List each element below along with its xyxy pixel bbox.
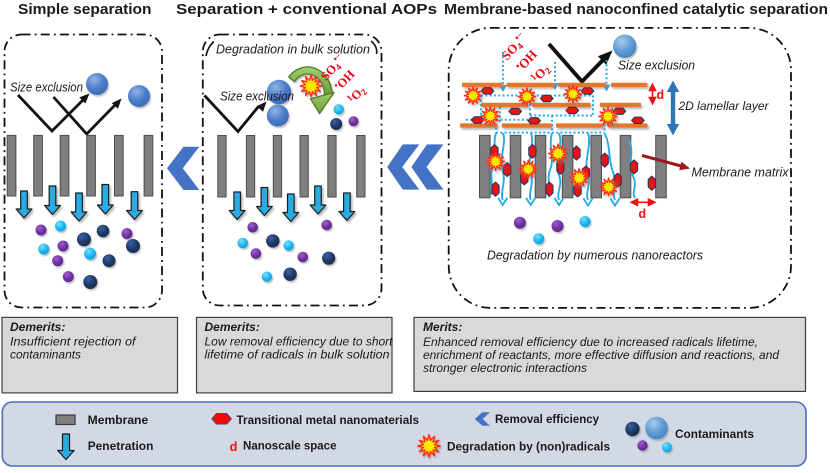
svg-text:Removal efficiency: Removal efficiency [495,412,599,426]
svg-text:Size exclusion: Size exclusion [220,90,294,104]
svg-text:Simple separation: Simple separation [18,2,152,18]
svg-text:Transitional metal nanomateria: Transitional metal nanomaterials [237,413,420,427]
svg-text:Demerits:: Demerits: [10,320,65,334]
svg-text:stronger electronic interactio: stronger electronic interactions [423,361,587,375]
svg-text:Penetration: Penetration [88,439,154,453]
svg-text:d: d [230,439,238,454]
svg-text:Demerits:: Demerits: [205,320,260,334]
svg-text:Nanoscale space: Nanoscale space [243,438,337,452]
svg-text:Degradation in bulk solution: Degradation in bulk solution [216,43,370,57]
svg-text:Low removal efficiency due to: Low removal efficiency due to short [205,334,394,348]
svg-text:Insufficient rejection of: Insufficient rejection of [10,334,137,348]
svg-text:Separation + conventional AOPs: Separation + conventional AOPs [176,2,437,18]
svg-text:Size exclusion: Size exclusion [618,59,695,73]
svg-text:Size exclusion: Size exclusion [10,81,83,95]
svg-text:1O2: 1O2 [344,82,369,107]
svg-text:Degradation by numerous nanore: Degradation by numerous nanoreactors [487,249,703,263]
svg-text:Membrane matrix: Membrane matrix [692,166,790,180]
svg-text:Merits:: Merits: [423,320,462,334]
svg-text:Membrane: Membrane [88,413,149,427]
svg-text:Enhanced removal efficiency du: Enhanced removal efficiency due to incre… [423,335,758,349]
svg-text:2D lamellar layer: 2D lamellar layer [678,99,770,113]
svg-text:contaminants: contaminants [10,347,81,361]
svg-text:enrichment of reactants, more: enrichment of reactants, more effective … [423,348,779,362]
svg-text:d: d [657,88,665,102]
svg-text:Contaminants: Contaminants [675,427,754,441]
svg-text:lifetime of radicals in bulk s: lifetime of radicals in bulk solution [205,347,390,361]
svg-text:Membrane-based nanoconfined ca: Membrane-based nanoconfined catalytic se… [444,2,828,18]
svg-text:d: d [639,207,647,221]
svg-text:1O2: 1O2 [528,61,554,87]
svg-text:Degradation by (non)radicals: Degradation by (non)radicals [447,440,610,454]
